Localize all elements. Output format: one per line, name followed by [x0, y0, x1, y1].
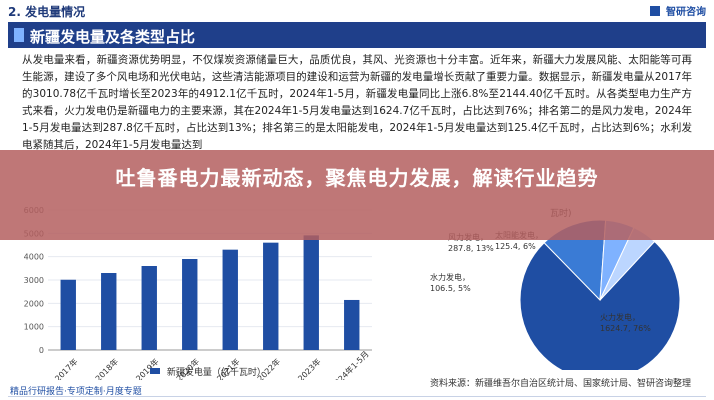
bar-chart: 6000500040003000200010000 2017年2018年2019… — [24, 206, 372, 380]
bar-legend: 新疆发电量（亿千瓦时） — [150, 365, 266, 378]
bar-y-tick-label: 4000 — [24, 253, 44, 262]
brand-text: 智研咨询 — [666, 7, 706, 18]
section-title: 2. 发电量情况 — [8, 5, 86, 19]
bar-mark — [60, 279, 76, 350]
brand-label: 智研咨询 — [649, 3, 706, 18]
pie-slice-data-label: 1624.7, 76% — [600, 324, 651, 333]
pie-chart: 火力发电，1624.7, 76%风力发电，287.8, 13%太阳能发电，125… — [430, 207, 681, 370]
pie-slice-data-label: 287.8, 13% — [448, 244, 494, 253]
bar-category-label: 2023年 — [296, 356, 323, 380]
bar-category-label: 2018年 — [93, 356, 120, 380]
footer-brand: 精品行研报告·专项定制·月度专题 — [10, 387, 142, 397]
body-paragraph: 从发电量来看，新疆资源优势明显，不仅煤炭资源储量巨大，品质优良，其风、光资源也十… — [22, 54, 692, 151]
bar-mark — [222, 249, 238, 350]
header-band: 新疆发电量及各类型占比 — [8, 22, 706, 48]
bar-mark — [182, 259, 198, 350]
bar-y-tick-label: 1000 — [24, 323, 44, 332]
pie-slice-label: 火力发电， — [600, 312, 640, 322]
bar-mark — [141, 266, 157, 350]
brand-logo-icon — [649, 6, 660, 16]
bar-y-tick-label: 3000 — [24, 276, 44, 285]
pie-slice-data-label: 125.4, 6% — [495, 242, 536, 251]
bar-mark — [263, 242, 279, 350]
legend-swatch-icon — [150, 368, 160, 374]
bar-y-tick-label: 2000 — [24, 299, 44, 308]
pie-slices — [519, 219, 681, 370]
bar-mark — [303, 235, 319, 350]
header-title: 新疆发电量及各类型占比 — [30, 28, 196, 46]
footer-divider — [8, 396, 706, 397]
legend-label: 新疆发电量（亿千瓦时） — [166, 368, 266, 378]
bar-category-label: 2024年1-5月 — [329, 349, 371, 380]
bar-mark — [101, 273, 117, 350]
bar-mark — [344, 299, 360, 350]
bar-category-label: 2017年 — [53, 356, 80, 380]
pie-slice-label: 水力发电， — [430, 272, 470, 282]
overlay-banner — [0, 150, 714, 240]
top-strip: 2. 发电量情况 智研咨询 — [0, 0, 714, 20]
bar-y-tick-label: 0 — [39, 346, 44, 355]
header-marker-icon — [14, 28, 24, 42]
overlay-title: 吐鲁番电力最新动态，聚焦电力发展，解读行业趋势 — [115, 166, 599, 190]
bar-series — [60, 235, 360, 350]
pie-slice-data-label: 106.5, 5% — [430, 284, 471, 293]
pie-slice — [519, 240, 681, 370]
source-note: 资料来源：新疆维吾尔自治区统计局、国家统计局、智研咨询整理 — [430, 379, 692, 389]
